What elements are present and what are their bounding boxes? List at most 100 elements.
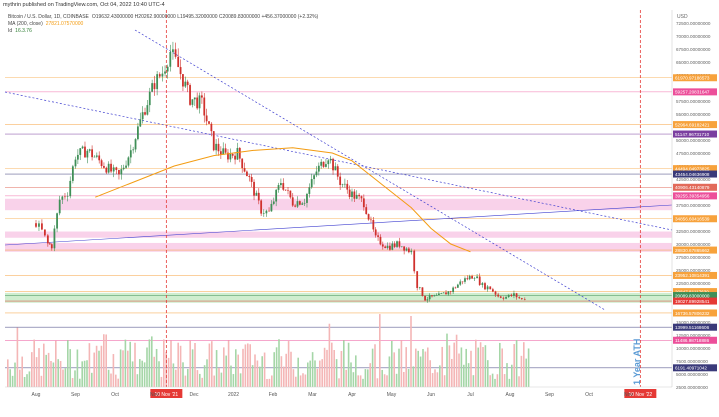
volume-bar: [431, 373, 434, 387]
volume-bar: [503, 374, 506, 387]
volume-bar: [86, 360, 88, 387]
volume-bar: [201, 377, 203, 387]
price-level-tag: [673, 323, 717, 331]
x-tick-label: Mar: [308, 392, 317, 398]
volume-bar: [187, 368, 189, 387]
volume-bar: [26, 374, 28, 387]
candle: [332, 158, 334, 171]
candle: [120, 169, 123, 175]
candle: [169, 51, 172, 67]
volume-bar: [191, 349, 194, 387]
volume-bar: [223, 347, 225, 387]
candle: [334, 166, 337, 171]
candle: [336, 166, 339, 177]
volume-bar: [119, 349, 122, 387]
price-level-label: 19027.89928541: [675, 299, 710, 304]
candle: [282, 183, 285, 190]
volume-bar: [160, 376, 163, 387]
volume-bar: [271, 375, 273, 387]
candle: [327, 160, 330, 165]
candle: [248, 176, 251, 178]
candle: [115, 167, 118, 170]
candle: [88, 149, 91, 151]
candle: [74, 159, 77, 167]
candle: [231, 153, 234, 156]
volume-bar: [146, 347, 148, 387]
candle: [481, 283, 484, 285]
volume-bar: [470, 350, 472, 387]
candle: [172, 49, 174, 52]
volume-bar: [391, 341, 393, 387]
volume-bar: [196, 370, 199, 387]
x-tick-label: Nov: [150, 392, 159, 398]
volume-bar: [386, 375, 388, 387]
candle: [459, 281, 462, 285]
candle: [210, 123, 213, 132]
candle: [341, 184, 344, 185]
candle: [407, 248, 410, 253]
volume-bar: [465, 348, 467, 387]
volume-bar: [74, 370, 76, 387]
price-level-tag: [673, 297, 717, 305]
candle: [91, 149, 93, 158]
candle: [234, 155, 236, 160]
candle: [442, 292, 445, 294]
candle: [393, 243, 396, 247]
candle: [523, 299, 526, 300]
volume-bar: [479, 342, 482, 387]
volume-bar: [427, 347, 429, 387]
volume-bar: [458, 353, 460, 387]
candle: [494, 291, 497, 295]
candle: [289, 190, 292, 198]
price-level-label: 43454.04636908: [675, 172, 710, 177]
candle: [48, 243, 51, 245]
volume-bar: [345, 369, 347, 387]
candle: [440, 293, 443, 294]
y-tick-label: 7500.00000000: [676, 359, 708, 364]
price-level-label: 44494.04973825: [675, 166, 710, 171]
volume-bar: [251, 365, 254, 387]
volume-bar: [309, 360, 311, 387]
price-level-label: 34856.60416539: [675, 217, 710, 222]
volume-bar: [307, 362, 309, 387]
volume-bar: [247, 343, 249, 387]
trend-line: [134, 29, 606, 311]
price-zone: [5, 292, 672, 303]
candle: [329, 158, 332, 161]
candle: [421, 287, 424, 296]
volume-bar: [472, 375, 475, 387]
candle: [222, 148, 225, 155]
price-level-label: 52964.69182421: [675, 122, 710, 127]
volume-bar: [244, 344, 247, 387]
volume-bar: [441, 346, 443, 387]
candle: [351, 191, 353, 198]
candle: [473, 278, 476, 279]
price-level-tag: [673, 170, 717, 178]
candle: [93, 156, 96, 158]
y-tick-label: 32500.00000000: [676, 229, 711, 234]
candle: [81, 146, 84, 149]
volume-bar: [506, 363, 508, 387]
volume-bar: [23, 376, 26, 387]
volume-bar: [316, 368, 319, 387]
candle: [389, 245, 391, 250]
volume-bar: [266, 378, 268, 387]
candle: [418, 287, 421, 288]
candle: [353, 191, 356, 199]
volume-bar: [194, 342, 196, 387]
volume-bar: [230, 365, 232, 387]
candle: [424, 295, 426, 301]
price-level-label: 11486.98718886: [675, 338, 710, 343]
candle: [229, 153, 232, 160]
y-tick-label: 67500.00000000: [676, 47, 711, 52]
volume-bar: [383, 374, 386, 387]
candle: [358, 194, 361, 197]
candle: [100, 160, 103, 167]
candle: [291, 197, 294, 206]
volume-bar: [484, 345, 487, 387]
volume-bar: [45, 354, 47, 387]
chart-legend: Bitcoin / U.S. Dollar, 1D, COINBASE O1963…: [8, 14, 321, 35]
x-tick-label: Feb: [269, 392, 278, 398]
volume-bar: [343, 340, 345, 387]
